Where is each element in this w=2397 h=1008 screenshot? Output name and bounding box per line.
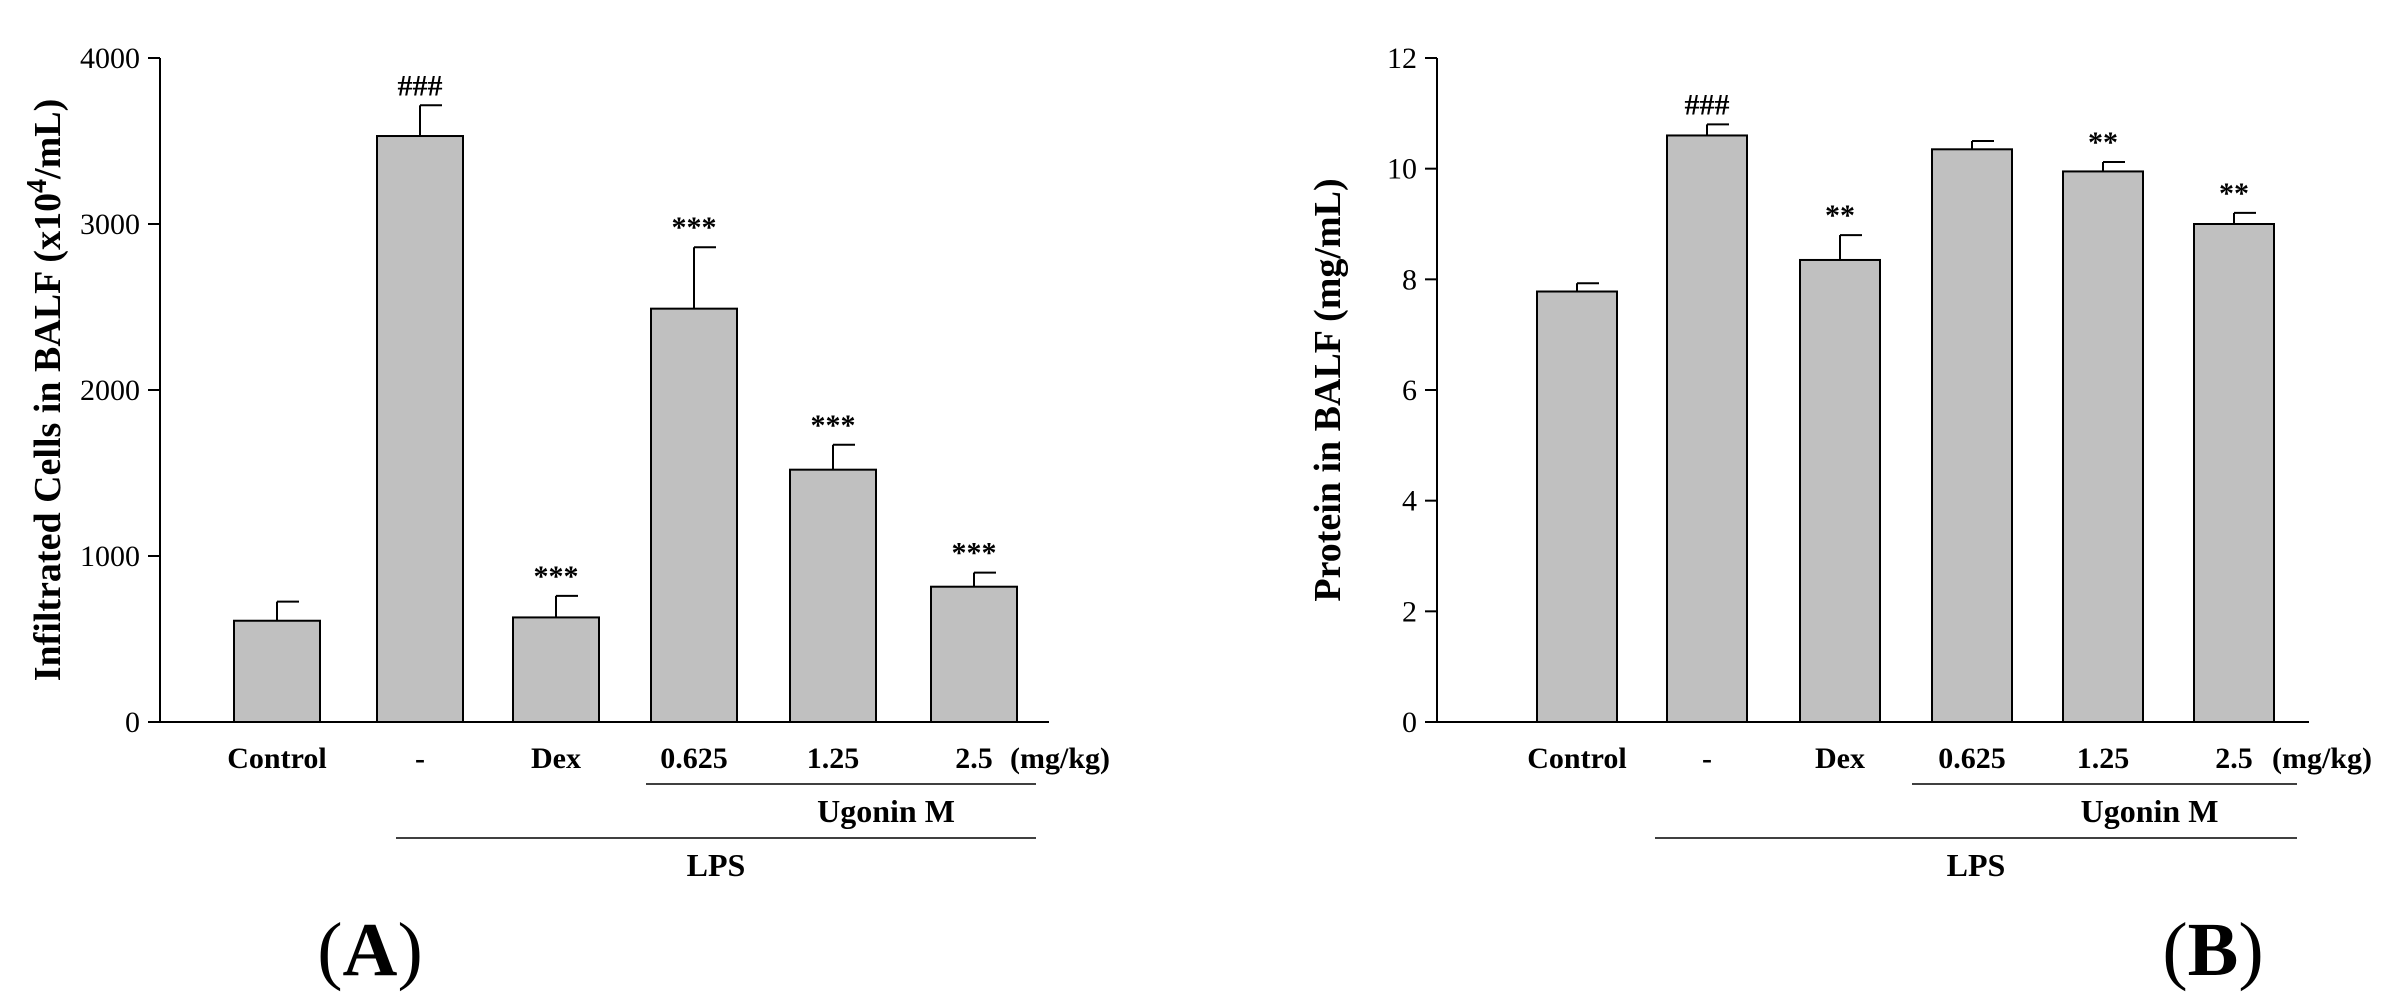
y-tick-label: 0 (125, 706, 140, 739)
lps-group-label: LPS (1947, 847, 2006, 883)
significance-label: ** (2219, 177, 2249, 210)
bar (930, 585, 1018, 724)
unit-label: (mg/kg) (2272, 742, 2372, 775)
x-tick-label: 2.5 (2215, 742, 2253, 775)
significance-label: *** (534, 560, 579, 593)
bar (1799, 258, 1881, 723)
y-tick-label: 3000 (80, 208, 140, 241)
x-tick-label: 2.5 (955, 742, 993, 775)
panel-label: (B) (2162, 908, 2263, 992)
x-tick-label: - (1702, 742, 1712, 775)
significance-label: ** (2088, 126, 2118, 159)
x-tick-label: 1.25 (807, 742, 860, 775)
y-axis-title: Infiltrated Cells in BALF (x104/mL) (22, 99, 69, 682)
y-tick-label: 12 (1387, 42, 1417, 75)
y-axis-title-main: Protein in BALF (mg/mL) (1307, 178, 1349, 601)
ugonin-group-label: Ugonin M (817, 793, 955, 829)
chart-panel-a: 0 1000 2000 3000 4000 Infiltrated Cells in BA… (22, 42, 1110, 992)
panel-label-open-paren: ( (317, 908, 342, 992)
panel-label-letter: A (343, 908, 398, 992)
significance-label: ### (398, 69, 443, 102)
unit-label: (mg/kg) (1010, 742, 1110, 775)
bar (1666, 134, 1748, 723)
bar (789, 468, 877, 723)
lps-group-label: LPS (687, 847, 746, 883)
y-tick-label: 4 (1402, 485, 1417, 518)
y-tick-label: 0 (1402, 706, 1417, 739)
chart-panel-b: 0 2 4 6 8 10 12 Protein in BALF (mg/mL) Control #… (1307, 42, 2372, 992)
bar (1931, 148, 2013, 724)
significance-label: ** (1825, 199, 1855, 232)
x-tick-label: Dex (1815, 742, 1865, 775)
y-tick-label: 8 (1402, 263, 1417, 296)
significance-label: ### (1685, 88, 1730, 121)
bar (233, 619, 321, 723)
y-tick-label: 2 (1402, 595, 1417, 628)
x-tick-label: 1.25 (2077, 742, 2130, 775)
bar (2193, 223, 2275, 723)
y-tick-label: 2000 (80, 374, 140, 407)
panel-label-close-paren: ) (2238, 908, 2263, 992)
significance-label: *** (952, 537, 997, 570)
bar (512, 616, 600, 723)
panel-label-close-paren: ) (397, 908, 422, 992)
x-tick-label: Control (227, 742, 326, 775)
y-axis-title-superscript: 4 (22, 179, 53, 193)
panel-label: (A) (317, 908, 423, 992)
panel-label-open-paren: ( (2162, 908, 2187, 992)
y-tick-label: 6 (1402, 374, 1417, 407)
y-tick-label: 10 (1387, 153, 1417, 186)
x-tick-label: 0.625 (660, 742, 728, 775)
x-tick-label: 0.625 (1938, 742, 2006, 775)
significance-label: *** (811, 409, 856, 442)
x-tick-label: Control (1527, 742, 1626, 775)
bar (650, 307, 738, 723)
ugonin-group-label: Ugonin M (2081, 793, 2219, 829)
x-tick-label: Dex (531, 742, 581, 775)
y-tick-label: 4000 (80, 42, 140, 75)
bar (376, 135, 464, 723)
panel-label-letter: B (2188, 908, 2239, 992)
y-tick-label: 1000 (80, 540, 140, 573)
x-tick-label: - (415, 742, 425, 775)
y-axis-title-tail: /mL) (27, 99, 69, 180)
y-axis-title-main: Infiltrated Cells in BALF (x10 (27, 193, 69, 681)
bar (2062, 170, 2144, 723)
significance-label: *** (672, 211, 717, 244)
bar (1536, 290, 1618, 723)
y-axis-title: Protein in BALF (mg/mL) (1307, 178, 1349, 601)
